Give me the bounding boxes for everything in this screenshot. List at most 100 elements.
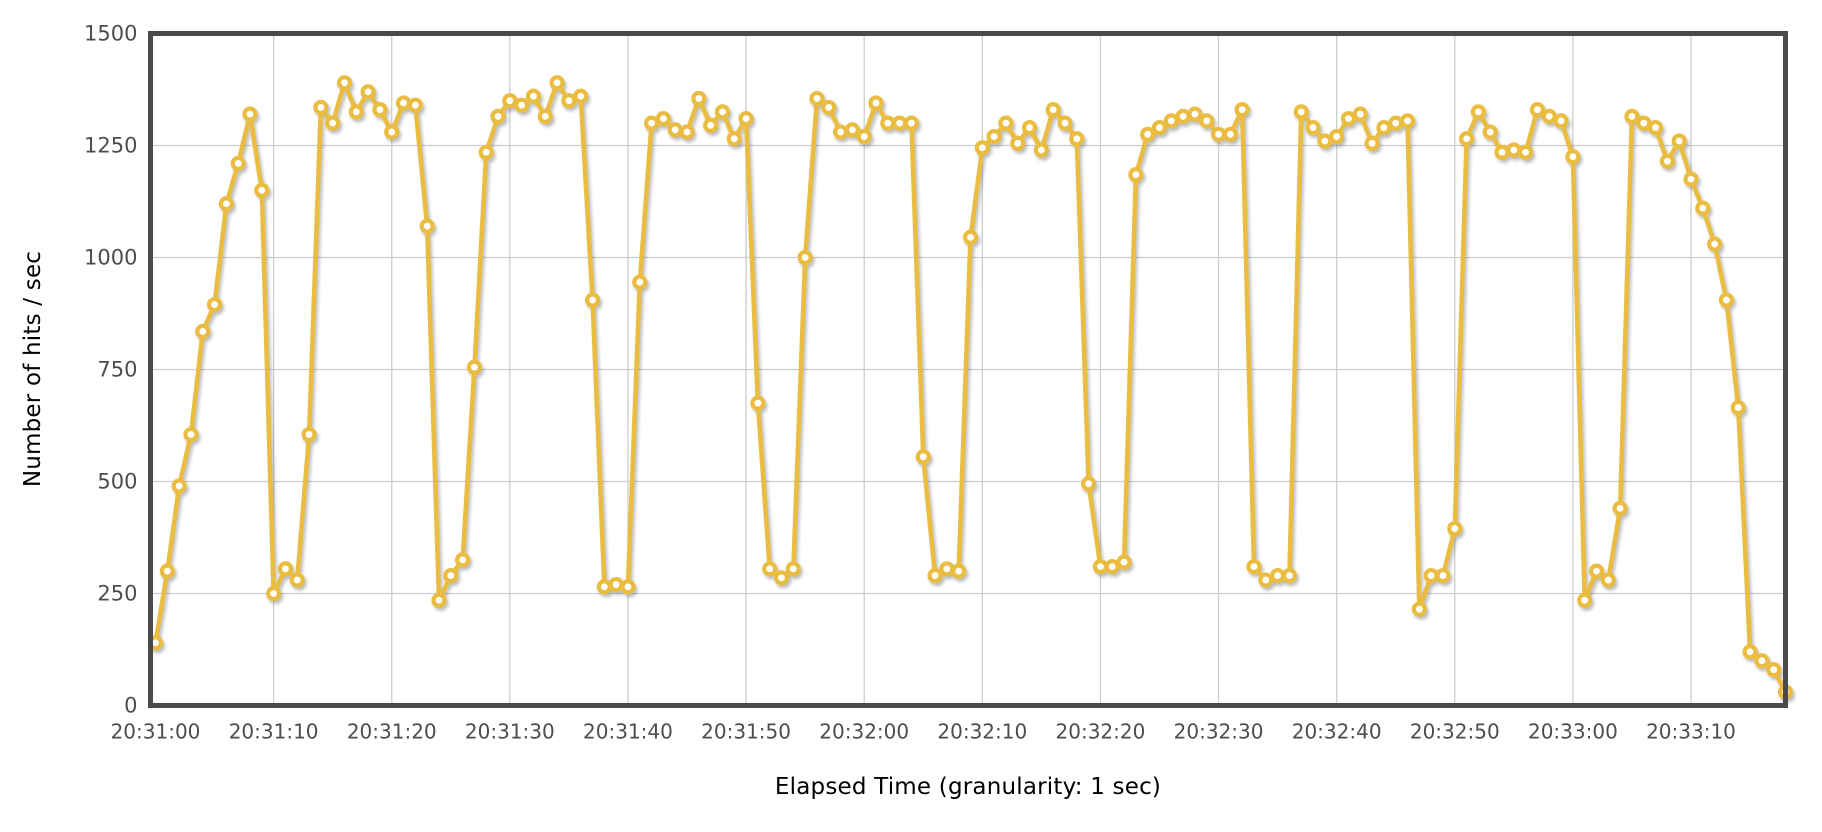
data-point bbox=[573, 88, 589, 104]
data-point bbox=[1021, 119, 1038, 136]
data-point bbox=[643, 115, 660, 131]
data-point bbox=[892, 115, 908, 131]
data-point bbox=[384, 124, 400, 140]
data-point bbox=[254, 182, 270, 198]
data-point bbox=[549, 75, 565, 91]
x-tick-label: 20:33:10 bbox=[1646, 720, 1736, 744]
x-tick-label: 20:32:30 bbox=[1174, 720, 1264, 744]
data-point bbox=[986, 128, 1002, 145]
data-point bbox=[868, 95, 884, 111]
y-axis-title: Number of hits / sec bbox=[20, 250, 46, 488]
data-point bbox=[1388, 115, 1404, 131]
data-point bbox=[1458, 131, 1475, 147]
data-point bbox=[1447, 520, 1463, 537]
data-point bbox=[1340, 111, 1357, 127]
data-point bbox=[1069, 131, 1085, 147]
data-point bbox=[632, 274, 648, 290]
data-point bbox=[951, 563, 967, 579]
x-tick-label: 20:31:40 bbox=[583, 720, 673, 744]
y-tick-label: 250 bbox=[97, 582, 137, 606]
data-point bbox=[1399, 113, 1416, 129]
data-point bbox=[1187, 106, 1203, 122]
x-tick-label: 20:31:50 bbox=[701, 720, 791, 744]
x-tick-label: 20:31:20 bbox=[347, 720, 437, 744]
y-tick-label: 500 bbox=[97, 470, 137, 494]
data-point bbox=[1376, 119, 1392, 136]
data-point bbox=[301, 426, 317, 443]
x-tick-label: 20:31:30 bbox=[465, 720, 555, 744]
data-point bbox=[1612, 500, 1628, 516]
data-point bbox=[1057, 115, 1073, 131]
data-point bbox=[159, 563, 175, 579]
data-point bbox=[1199, 113, 1215, 129]
x-tick-labels: 20:31:00 20:31:10 20:31:20 20:31:30 20:31:40… bbox=[111, 720, 1736, 744]
data-point bbox=[1210, 126, 1227, 142]
data-point bbox=[1647, 119, 1664, 136]
data-point bbox=[419, 218, 435, 234]
data-point bbox=[762, 561, 778, 577]
data-point bbox=[1033, 142, 1049, 158]
data-point bbox=[1258, 572, 1274, 588]
x-tick-label: 20:31:10 bbox=[229, 720, 319, 744]
data-point bbox=[490, 108, 506, 124]
x-tick-label: 20:33:00 bbox=[1528, 720, 1618, 744]
series-line bbox=[153, 80, 1788, 695]
data-point bbox=[1671, 133, 1687, 149]
x-tick-label: 20:32:20 bbox=[1056, 720, 1146, 744]
data-point bbox=[1553, 113, 1569, 129]
data-point bbox=[336, 75, 353, 91]
data-point bbox=[1506, 142, 1522, 158]
data-point bbox=[998, 115, 1014, 131]
data-point bbox=[1317, 133, 1333, 149]
data-point bbox=[195, 323, 211, 340]
data-point bbox=[537, 108, 553, 124]
data-point bbox=[726, 131, 742, 147]
data-point bbox=[1010, 135, 1026, 151]
data-point bbox=[903, 115, 920, 131]
data-point bbox=[1518, 144, 1534, 160]
data-point bbox=[1423, 567, 1439, 584]
data-point bbox=[1718, 292, 1735, 308]
data-point bbox=[1234, 102, 1250, 118]
data-point bbox=[1588, 563, 1605, 579]
data-point bbox=[584, 292, 601, 308]
data-point bbox=[1470, 104, 1486, 120]
data-point bbox=[478, 144, 494, 160]
data-point bbox=[1730, 399, 1746, 416]
data-point bbox=[277, 561, 294, 577]
data-point bbox=[1352, 106, 1368, 122]
data-point bbox=[348, 104, 364, 120]
data-point bbox=[502, 93, 518, 109]
data-point bbox=[679, 124, 695, 140]
data-point bbox=[183, 426, 199, 443]
data-point bbox=[1128, 167, 1144, 183]
y-tick-label: 750 bbox=[97, 358, 137, 382]
data-point bbox=[655, 111, 671, 127]
series-hits-per-second bbox=[147, 75, 1794, 700]
data-point bbox=[1293, 104, 1309, 120]
data-point bbox=[1529, 102, 1546, 118]
data-point bbox=[1092, 559, 1109, 575]
data-point bbox=[561, 93, 577, 109]
data-point bbox=[703, 117, 719, 133]
data-point bbox=[1163, 113, 1179, 129]
data-point bbox=[832, 124, 849, 140]
data-point bbox=[1659, 153, 1675, 169]
data-point bbox=[1175, 108, 1191, 124]
data-point bbox=[525, 88, 542, 104]
data-point bbox=[1494, 144, 1510, 160]
x-tick-label: 20:32:40 bbox=[1292, 720, 1382, 744]
data-point bbox=[1140, 126, 1156, 142]
data-point bbox=[407, 97, 423, 113]
data-point bbox=[785, 561, 801, 577]
data-point bbox=[1577, 592, 1593, 608]
data-point bbox=[596, 579, 612, 595]
data-point bbox=[455, 552, 471, 568]
data-point bbox=[714, 104, 731, 120]
data-point bbox=[1636, 115, 1652, 131]
data-point bbox=[844, 122, 860, 138]
y-tick-labels: 0 250 500 750 1000 1250 1500 bbox=[84, 22, 137, 718]
data-point bbox=[1766, 662, 1782, 678]
